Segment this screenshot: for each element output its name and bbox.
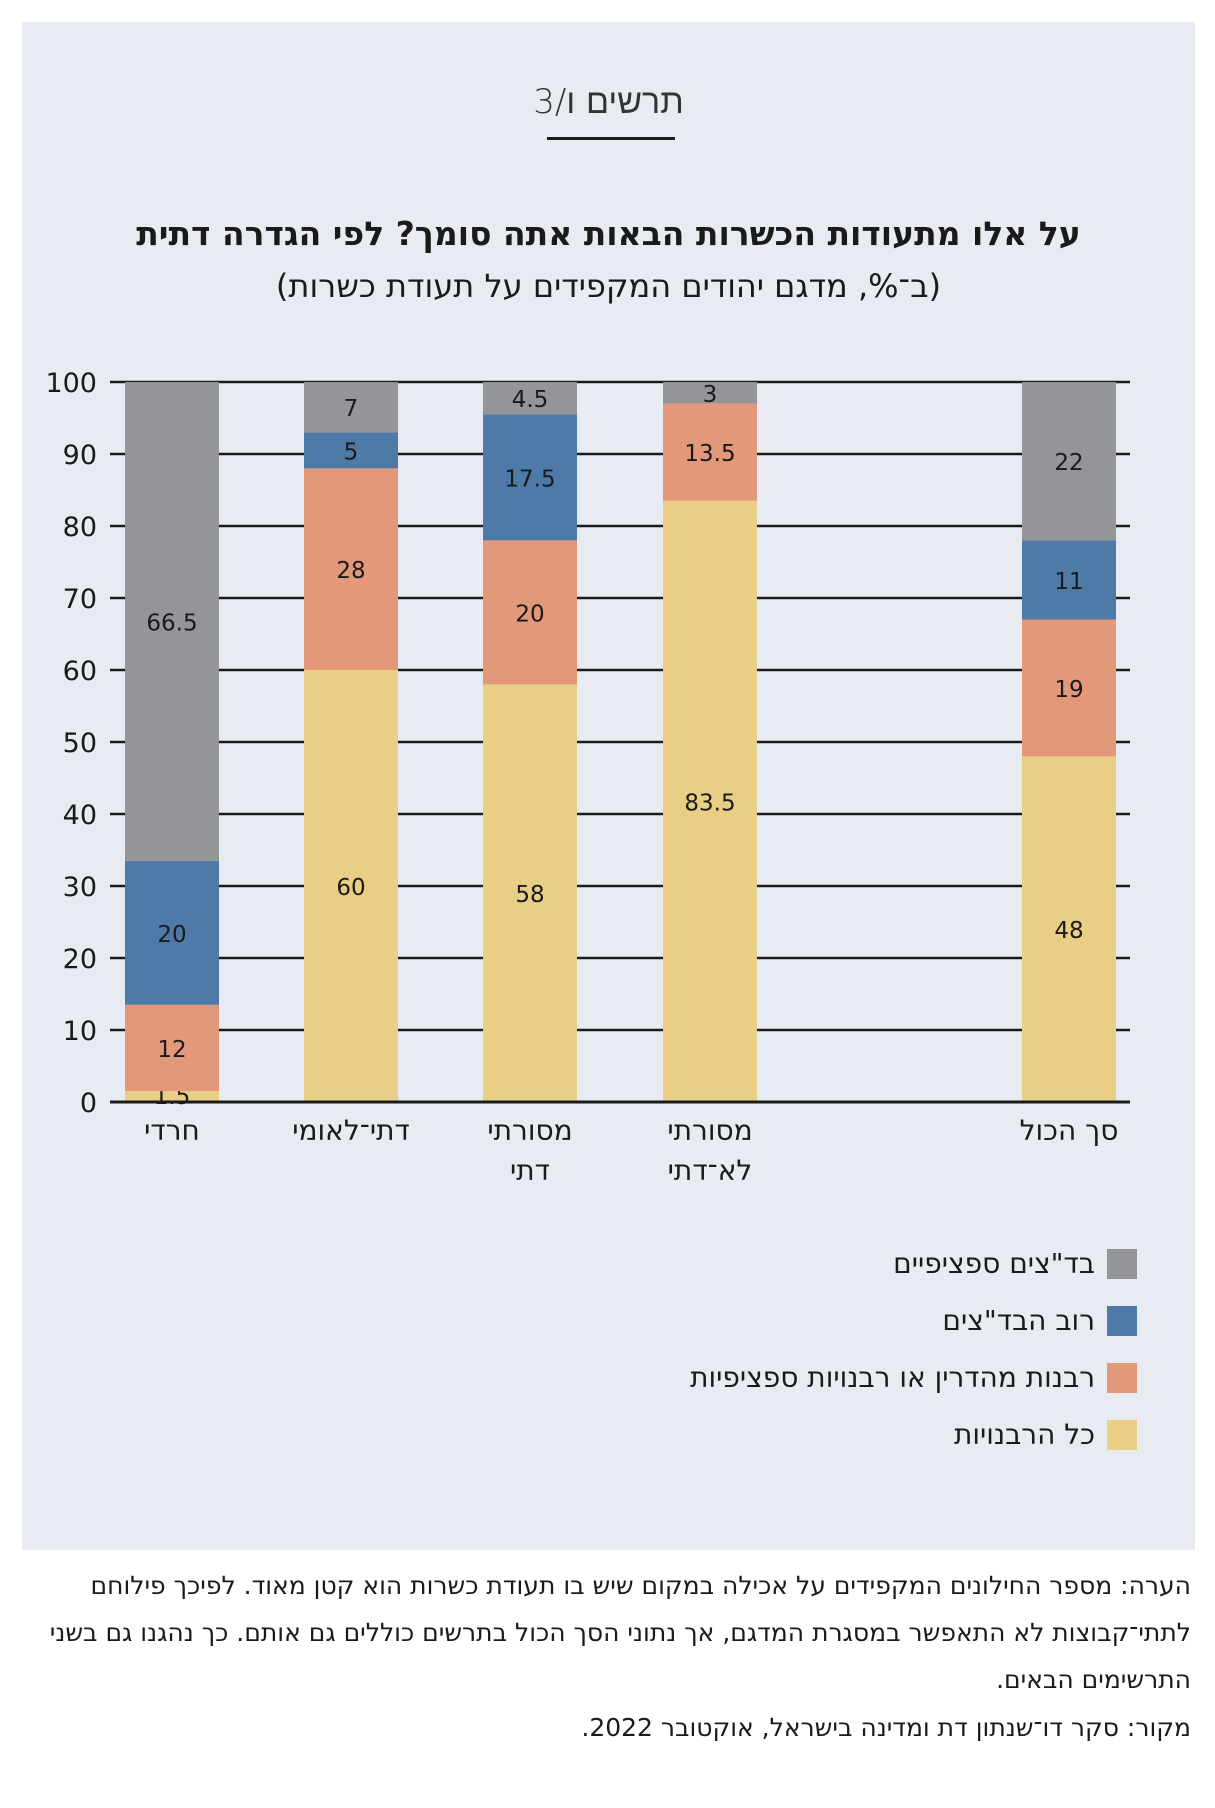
bar-segment <box>663 403 757 501</box>
bar-segment <box>125 1091 219 1102</box>
data-label: 12 <box>157 1037 186 1063</box>
y-tick-label: 90 <box>63 440 97 471</box>
y-tick-label: 80 <box>63 512 97 543</box>
bar-segment <box>1022 540 1116 620</box>
bar-segment <box>483 382 577 415</box>
bar-segment <box>304 432 398 469</box>
data-label: 11 <box>1054 569 1083 595</box>
x-category-label: לא־דתי <box>668 1154 753 1187</box>
legend-item: רוב הבד"צים <box>690 1304 1137 1337</box>
bar-segment <box>125 860 219 1005</box>
legend-label: רוב הבד"צים <box>942 1304 1095 1337</box>
legend-swatch <box>1107 1419 1137 1450</box>
chart-title: על אלו מתעודות הכשרות הבאות אתה סומך? לפ… <box>136 214 1081 253</box>
figure-label: תרשים ו/3 <box>533 82 684 122</box>
legend-item: רבנות מהדרין או רבנויות ספציפיות <box>690 1361 1137 1394</box>
bar-segment <box>304 468 398 670</box>
x-category-label: מסורתי <box>487 1114 572 1147</box>
bar-segment <box>304 670 398 1102</box>
data-label: 3 <box>703 382 718 408</box>
data-label: 48 <box>1054 918 1083 944</box>
y-tick-label: 70 <box>63 584 97 615</box>
data-label: 17.5 <box>504 466 555 492</box>
bar-segment <box>304 382 398 433</box>
data-label: 58 <box>515 882 544 908</box>
bar-segment <box>1022 619 1116 757</box>
source-line: מקור: סקר דו־שנתון דת ומדינה בישראל, אוק… <box>581 1713 1191 1742</box>
legend-swatch <box>1107 1305 1137 1336</box>
x-category-label: חרדי <box>144 1114 200 1147</box>
chart-subtitle: (ב־%, מדגם יהודים המקפידים על תעודת כשרו… <box>275 267 942 305</box>
legend-label: כל הרבנויות <box>953 1418 1095 1451</box>
bar-segment <box>483 414 577 541</box>
y-tick-label: 100 <box>45 368 97 399</box>
data-label: 28 <box>336 558 365 584</box>
y-tick-label: 50 <box>63 728 97 759</box>
figure-label-underline <box>547 137 675 140</box>
bar-segment <box>663 500 757 1102</box>
y-tick-label: 0 <box>80 1088 97 1119</box>
legend-item: בד"צים ספציפיים <box>690 1247 1137 1280</box>
bar-segment <box>1022 756 1116 1102</box>
y-tick-label: 40 <box>63 800 97 831</box>
bar-segment <box>663 382 757 404</box>
data-label: 60 <box>336 875 365 901</box>
data-label: 4.5 <box>512 387 549 413</box>
y-tick-label: 60 <box>63 656 97 687</box>
bar-segment <box>1022 382 1116 541</box>
legend-item: כל הרבנויות <box>690 1418 1137 1451</box>
data-label: 13.5 <box>684 441 735 467</box>
bar-segment <box>125 382 219 861</box>
data-label: 83.5 <box>684 790 735 816</box>
y-tick-label: 20 <box>63 944 97 975</box>
bar-segment <box>483 684 577 1102</box>
data-label: 20 <box>157 922 186 948</box>
legend-swatch <box>1107 1362 1137 1393</box>
y-tick-label: 30 <box>63 872 97 903</box>
legend-label: רבנות מהדרין או רבנויות ספציפיות <box>690 1361 1095 1394</box>
data-label: 19 <box>1054 677 1083 703</box>
legend-swatch <box>1107 1248 1137 1279</box>
data-label: 22 <box>1054 450 1083 476</box>
x-category-label: סך הכול <box>1020 1114 1119 1147</box>
footnote: הערה: מספר החילונים המקפידים על אכילה במ… <box>49 1571 1191 1694</box>
stacked-bar-chart: 01020304050607080901001.5122066.5חרדי602… <box>45 368 1130 1187</box>
y-tick-label: 10 <box>63 1016 97 1047</box>
x-category-label: מסורתי <box>667 1114 752 1147</box>
data-label: 20 <box>515 601 544 627</box>
data-label: 66.5 <box>146 610 197 636</box>
data-label: 7 <box>344 396 359 422</box>
data-label: 5 <box>344 439 359 465</box>
x-category-label: דתי <box>510 1154 550 1187</box>
x-category-label: דתי־לאומי <box>292 1114 410 1147</box>
chart-legend: בד"צים ספציפיים רוב הבד"צים רבנות מהדרין א… <box>690 1247 1137 1475</box>
bar-segment <box>483 540 577 685</box>
legend-label: בד"צים ספציפיים <box>893 1247 1095 1280</box>
bar-segment <box>125 1004 219 1092</box>
